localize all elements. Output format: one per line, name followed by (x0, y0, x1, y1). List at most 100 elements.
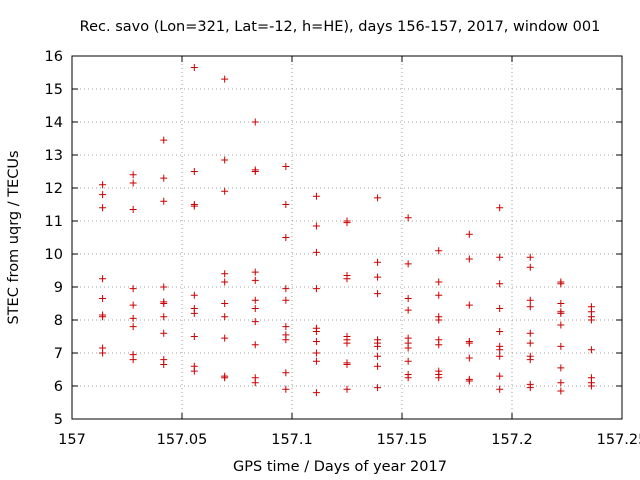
data-point-marker (190, 64, 198, 72)
data-point-marker (496, 352, 504, 360)
data-point-marker (221, 270, 229, 278)
data-point-marker (526, 253, 534, 261)
data-point-marker (374, 290, 382, 298)
y-tick-label: 13 (45, 148, 63, 164)
data-point-marker (526, 356, 534, 364)
data-point-marker (129, 171, 137, 179)
data-point-marker (282, 296, 290, 304)
y-tick-label: 9 (54, 280, 63, 296)
data-point-marker (129, 323, 137, 331)
data-point-marker (99, 181, 107, 189)
data-point-marker (129, 356, 137, 364)
data-point-marker (343, 361, 351, 369)
x-tick-label: 157.25 (597, 432, 640, 448)
data-point-marker (282, 201, 290, 208)
data-point-marker (221, 300, 229, 307)
data-point-marker (496, 253, 504, 261)
data-point-marker (435, 374, 443, 382)
data-point-marker (435, 247, 443, 255)
data-point-marker (557, 387, 565, 395)
data-point-marker (343, 219, 351, 227)
data-point-marker (343, 339, 351, 347)
data-point-marker (129, 205, 137, 213)
x-tick-label: 157 (58, 432, 86, 448)
data-point-marker (557, 280, 565, 288)
data-point-marker (557, 342, 565, 350)
data-point-marker (190, 291, 198, 299)
x-tick-label: 157.1 (271, 432, 313, 448)
data-point-marker (496, 346, 504, 354)
data-point-marker (190, 168, 198, 175)
data-point-marker (129, 179, 137, 187)
data-point-marker (190, 202, 198, 210)
y-tick-label: 15 (45, 82, 63, 98)
data-point-marker (282, 369, 290, 377)
y-tick-label: 7 (54, 346, 63, 362)
data-point-marker (282, 285, 290, 293)
data-point-marker (312, 328, 320, 336)
data-point-marker (557, 300, 565, 307)
data-point-marker (251, 268, 259, 276)
data-point-marker (160, 136, 168, 144)
data-point-marker (435, 341, 443, 349)
x-axis-label: GPS time / Days of year 2017 (233, 459, 447, 475)
y-tick-label: 5 (54, 412, 63, 428)
data-point-marker (496, 385, 504, 393)
data-point-marker (343, 275, 351, 283)
data-point-marker (404, 214, 412, 222)
data-point-marker (526, 339, 534, 347)
x-tick-label: 157.2 (491, 432, 533, 448)
data-point-marker (465, 377, 473, 385)
data-point-marker (374, 258, 382, 266)
data-point-marker (99, 313, 107, 321)
data-point-marker (190, 309, 198, 317)
data-point-marker (251, 341, 259, 349)
data-point-marker (99, 204, 107, 212)
data-point-marker (496, 304, 504, 312)
data-point-marker (312, 222, 320, 230)
data-point-marker (374, 194, 382, 202)
data-point-marker (251, 118, 259, 126)
data-point-marker (221, 334, 229, 342)
x-tick-label: 157.15 (377, 432, 428, 448)
data-point-marker (374, 384, 382, 392)
data-point-marker (526, 329, 534, 337)
data-point-marker (282, 163, 290, 171)
data-point-marker (374, 342, 382, 350)
data-point-marker (251, 276, 259, 284)
data-point-marker (435, 316, 443, 324)
data-point-marker (465, 255, 473, 263)
data-point-marker (251, 296, 259, 304)
data-point-marker (99, 349, 107, 357)
data-point-marker (404, 344, 412, 352)
data-point-marker (312, 192, 320, 200)
data-point-marker (251, 168, 259, 175)
y-tick-label: 8 (54, 313, 63, 329)
data-point-marker (129, 285, 137, 293)
data-point-marker (282, 323, 290, 331)
data-point-marker (99, 191, 107, 199)
data-point-marker (404, 260, 412, 268)
data-point-marker (526, 296, 534, 304)
y-tick-label: 10 (45, 247, 63, 263)
data-point-marker (129, 314, 137, 322)
data-point-marker (312, 285, 320, 293)
data-point-marker (282, 385, 290, 393)
data-point-marker (129, 301, 137, 309)
x-axis-ticks: 157 157.05 157.1 157.15 157.2 157.25 (58, 56, 640, 448)
chart-title: Rec. savo (Lon=321, Lat=-12, h=HE), days… (80, 19, 601, 35)
data-point-marker (251, 379, 259, 387)
y-tick-label: 14 (45, 115, 63, 131)
y-tick-label: 6 (54, 379, 63, 395)
data-point-marker (312, 349, 320, 357)
data-point-marker (404, 357, 412, 365)
data-point-marker (557, 321, 565, 329)
data-point-marker (221, 374, 229, 382)
data-point-marker (465, 230, 473, 238)
x-tick-label: 157.05 (157, 432, 208, 448)
data-point-marker (526, 263, 534, 271)
y-tick-label: 16 (45, 49, 63, 65)
data-point-marker (312, 357, 320, 365)
data-point-marker (374, 273, 382, 281)
data-point-marker (282, 336, 290, 344)
